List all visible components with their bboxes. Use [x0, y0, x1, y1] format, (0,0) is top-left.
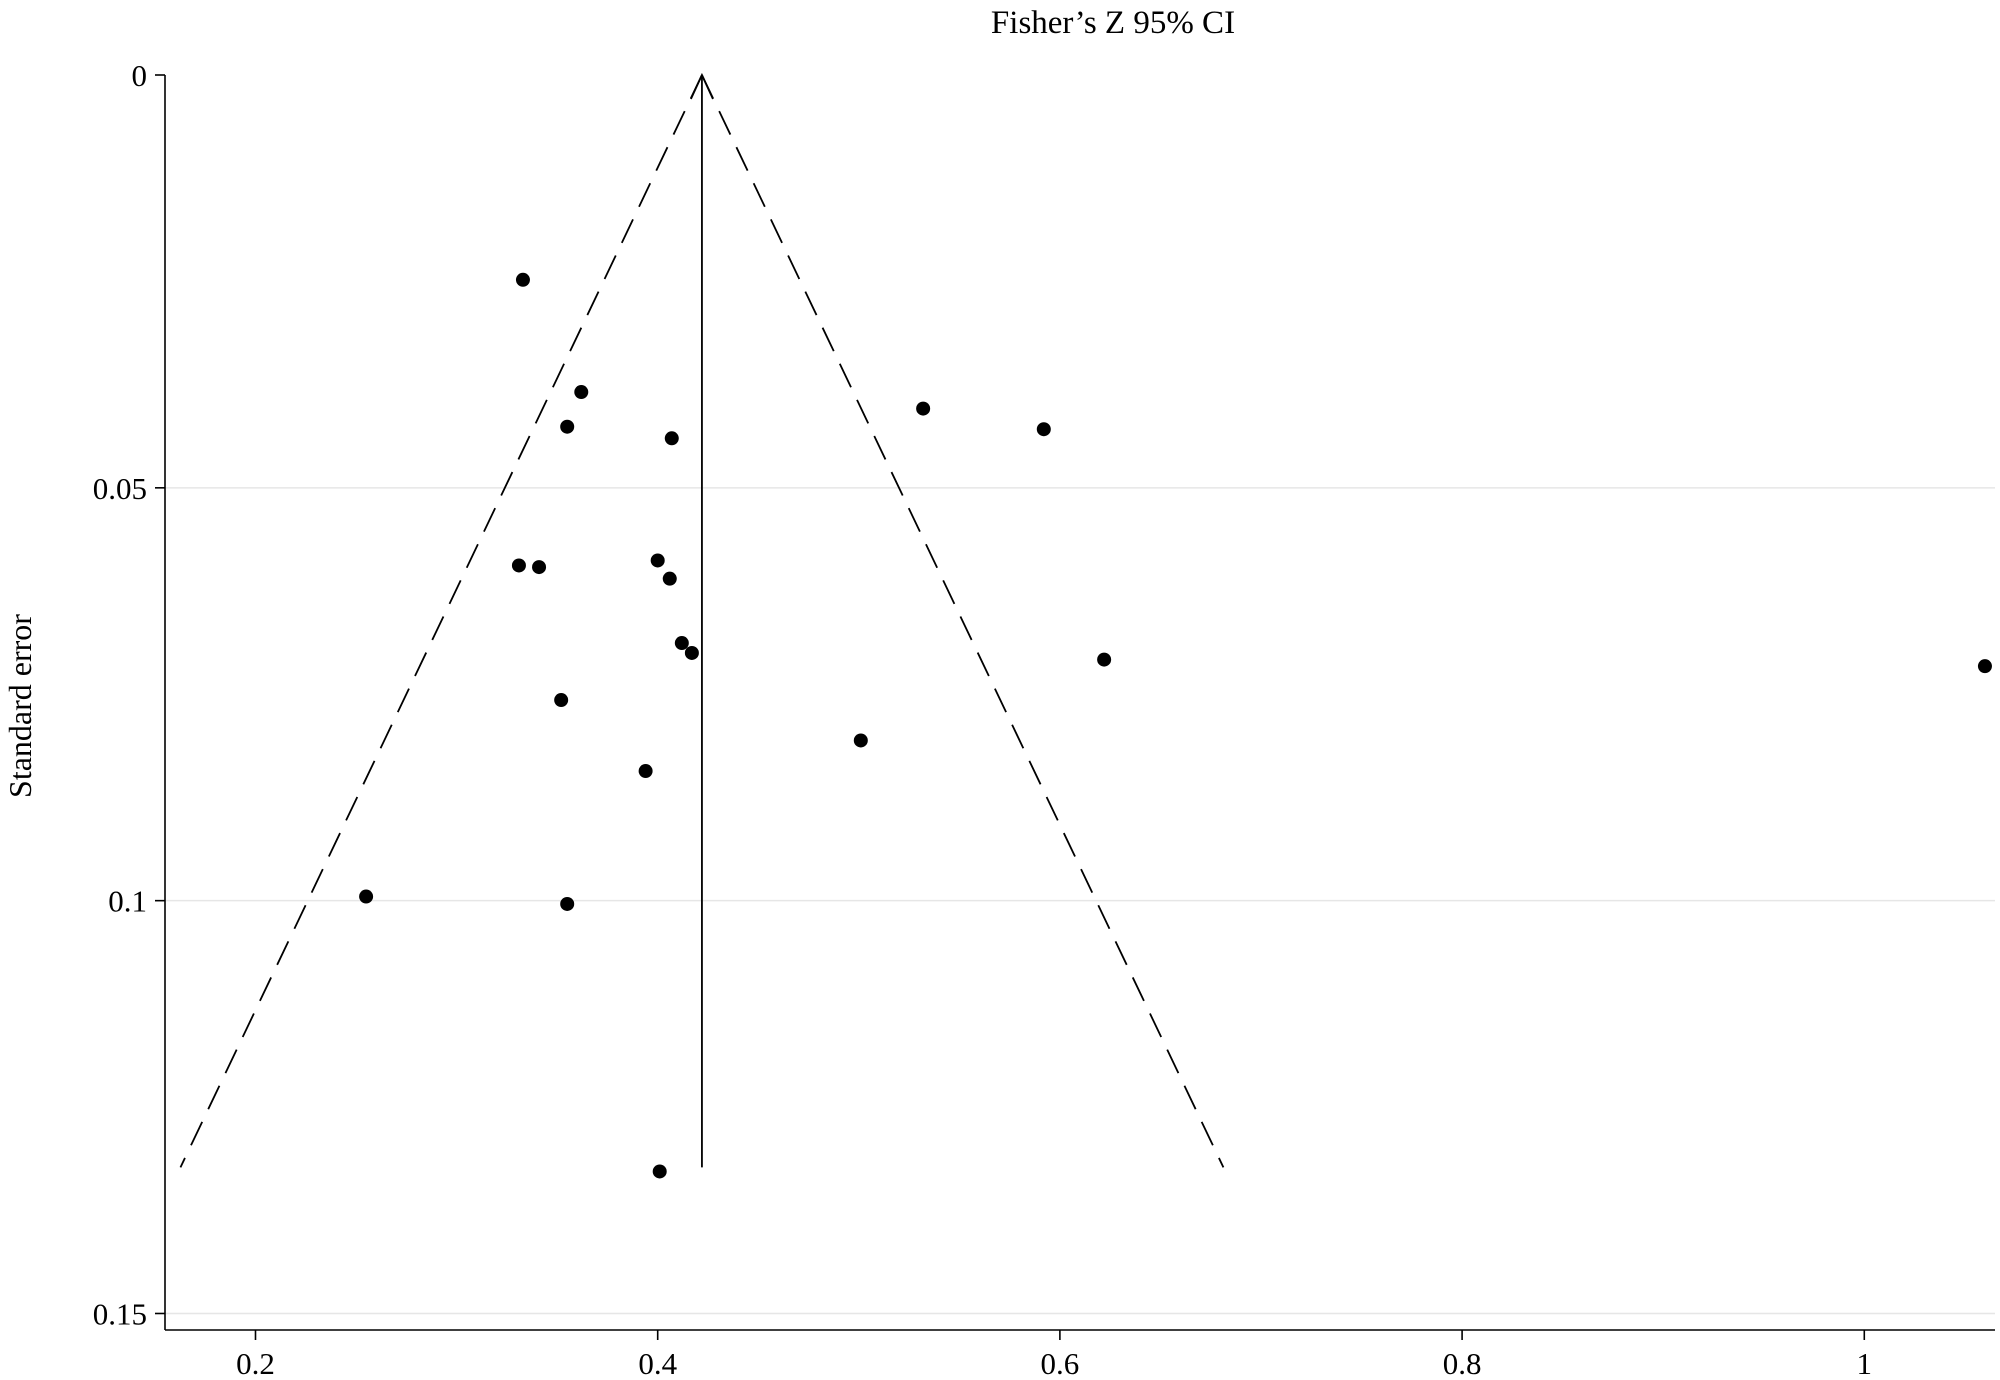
data-points: [359, 272, 1992, 1179]
ci-upper-boundary: [701, 74, 1225, 1168]
y-axis-label: Standard error: [2, 614, 38, 798]
x-tick-label: 0.2: [236, 1346, 275, 1380]
data-point: [1036, 422, 1051, 437]
data-point: [511, 558, 526, 573]
x-tick-label: 0.8: [1443, 1346, 1482, 1380]
x-tick-label: 1: [1857, 1346, 1873, 1380]
data-point: [638, 764, 653, 779]
y-tick-label: 0: [132, 58, 148, 93]
data-point: [554, 693, 569, 708]
grid-lines: [165, 487, 1995, 1315]
data-point: [674, 636, 689, 651]
data-point: [684, 645, 699, 660]
data-point: [652, 1164, 667, 1179]
y-tick-label: 0.15: [93, 1296, 147, 1331]
data-point: [532, 560, 547, 575]
data-point: [650, 553, 665, 568]
data-point: [853, 733, 868, 748]
chart-title: Fisher’s Z 95% CI: [991, 5, 1235, 41]
axes: 0 0.05 0.1 0.15 0.2 0.4 0.6 0.8 1: [93, 58, 1995, 1380]
x-tick-label: 0.4: [638, 1346, 677, 1380]
data-point: [1097, 652, 1112, 667]
y-tick-label: 0.05: [93, 471, 147, 506]
y-tick-label: 0.1: [108, 884, 147, 919]
data-point: [560, 419, 575, 434]
data-point: [359, 889, 374, 904]
data-point: [916, 401, 931, 416]
ci-lower-boundary: [179, 74, 703, 1168]
data-point: [664, 431, 679, 446]
data-point: [1977, 659, 1992, 674]
x-tick-label: 0.6: [1041, 1346, 1080, 1380]
data-point: [574, 385, 589, 400]
data-point: [515, 272, 530, 287]
data-point: [662, 571, 677, 586]
data-point: [560, 896, 575, 911]
funnel-lines: [179, 72, 1225, 1168]
